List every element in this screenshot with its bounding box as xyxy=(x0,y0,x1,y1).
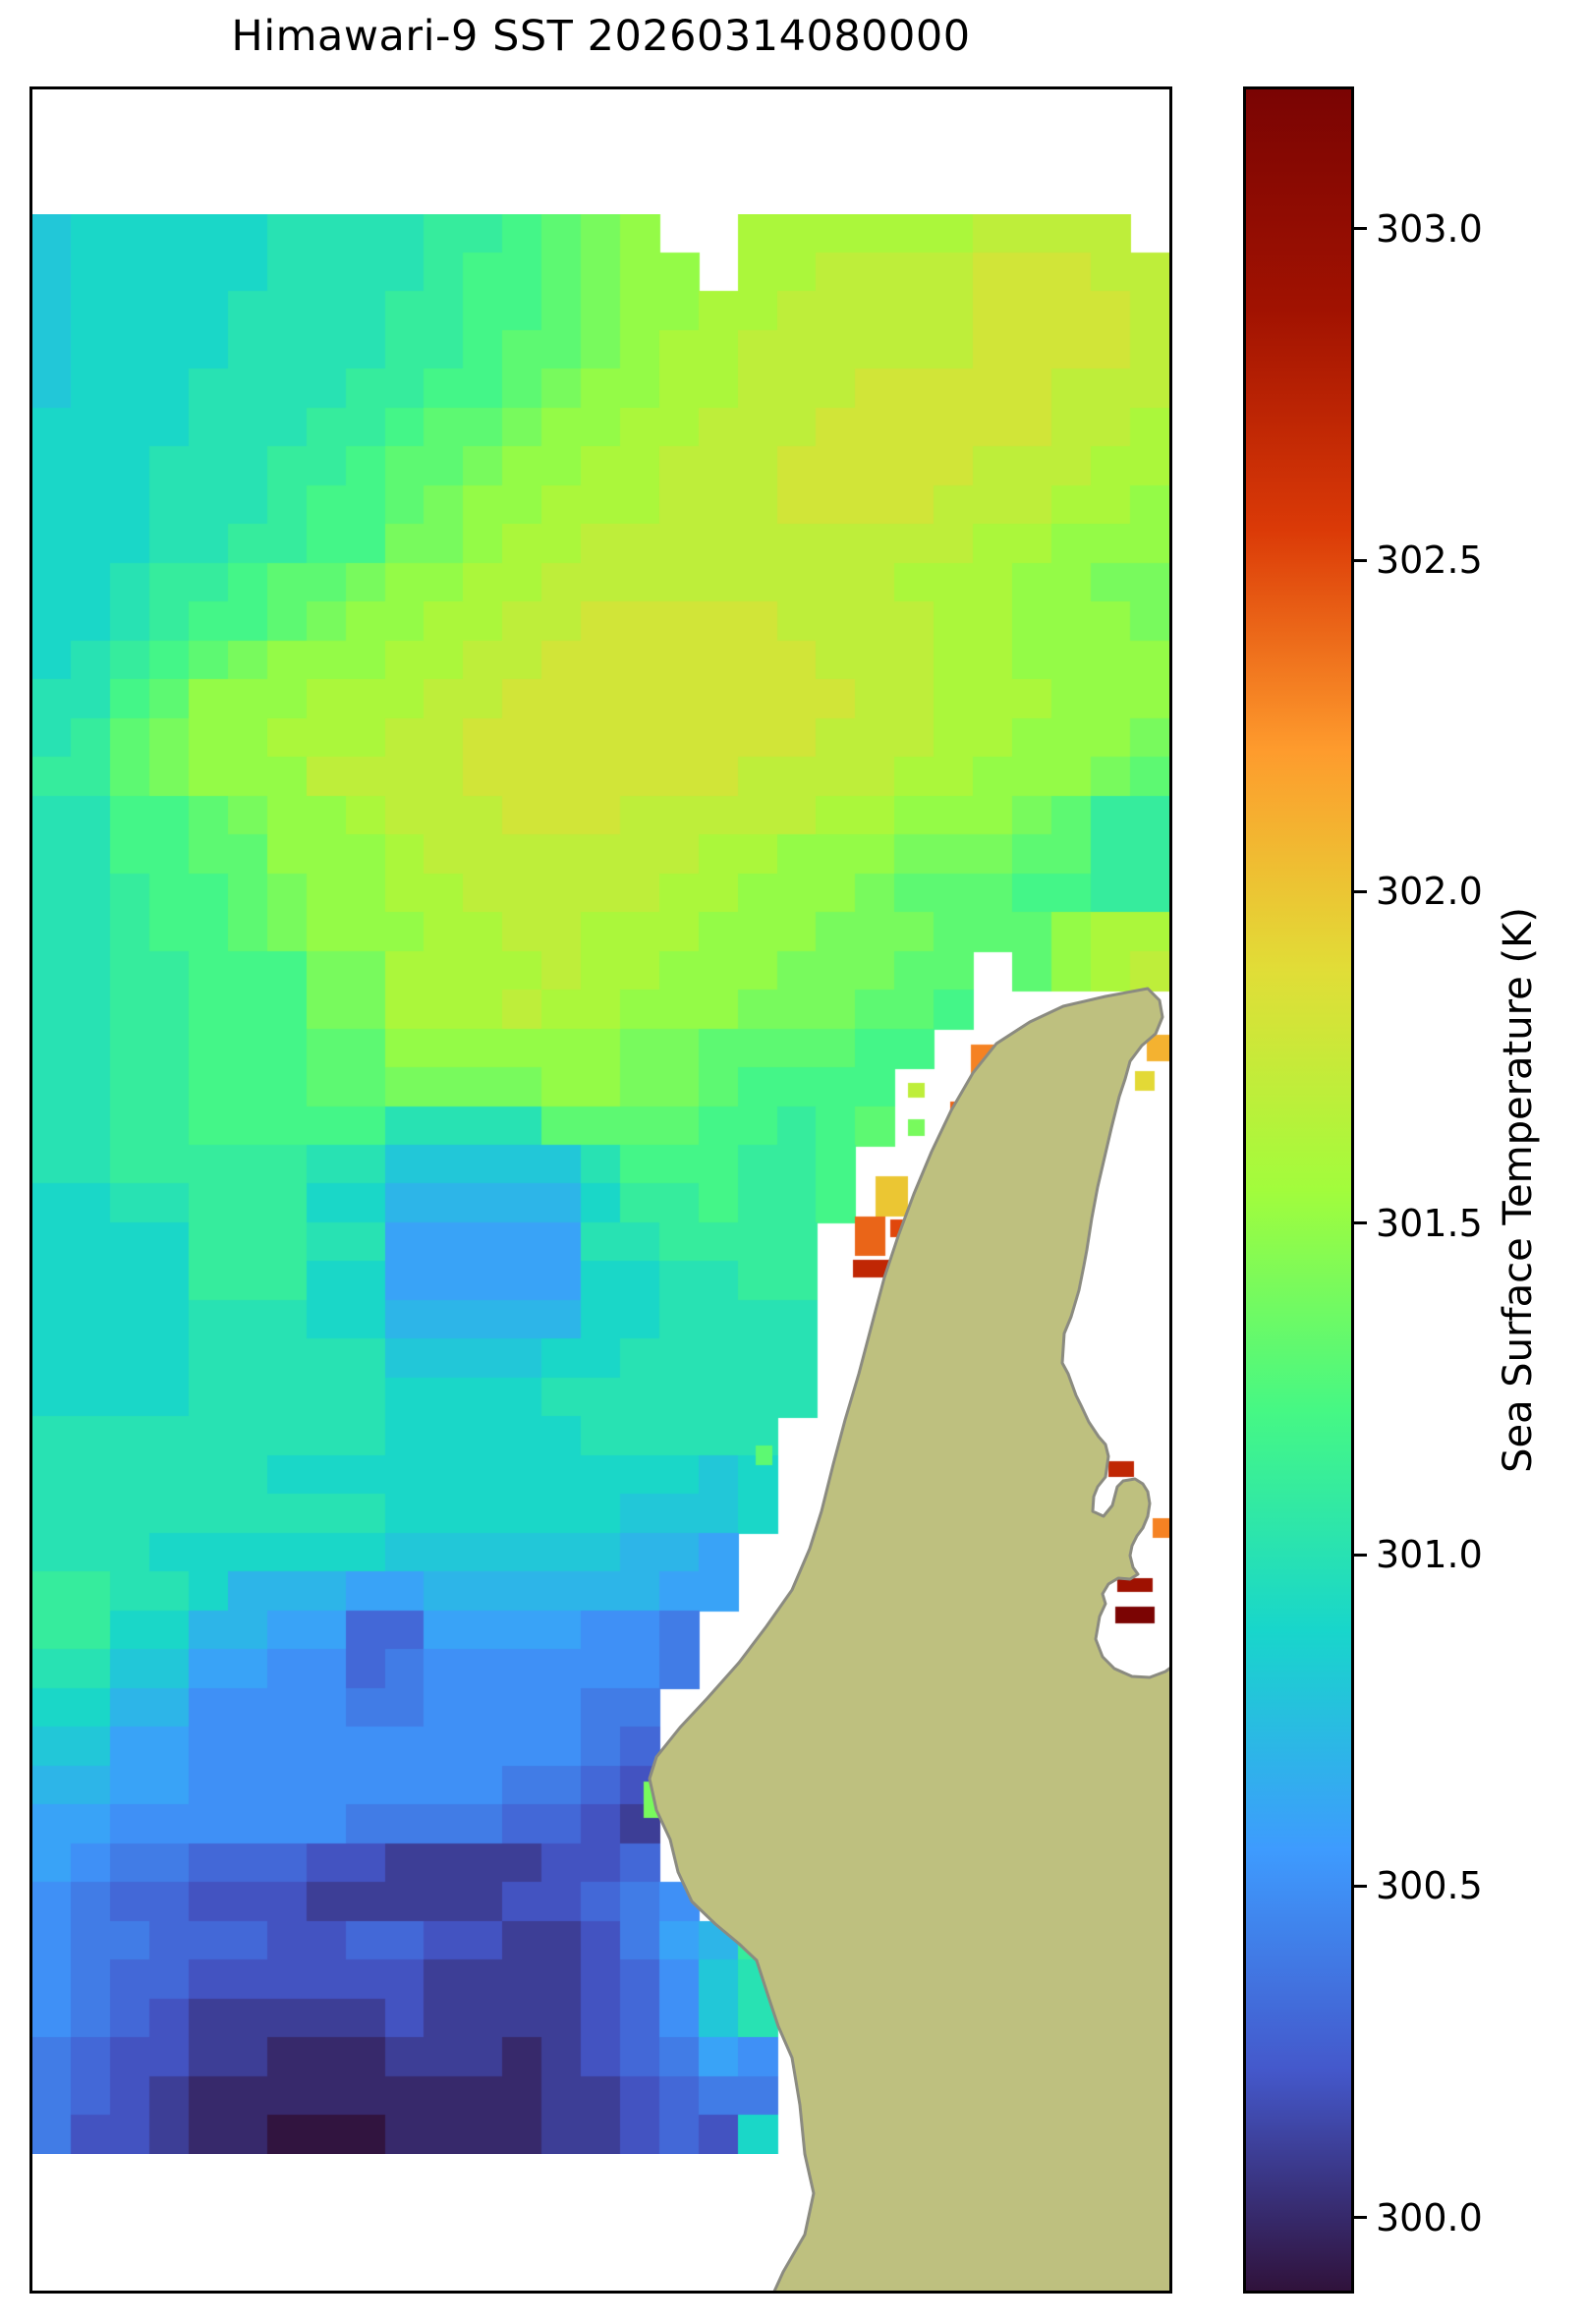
colorbar-tick-mark xyxy=(1354,1553,1367,1557)
colorbar-tick-mark xyxy=(1354,558,1367,562)
colorbar-tick-mark xyxy=(1354,889,1367,893)
colorbar-tick-label: 301.0 xyxy=(1376,1533,1483,1577)
colorbar-tick-label: 300.5 xyxy=(1376,1864,1483,1908)
colorbar-label: Sea Surface Temperature (K) xyxy=(1496,907,1541,1473)
colorbar-gradient xyxy=(1246,89,1351,2291)
sst-heatmap-canvas xyxy=(32,214,1169,2154)
colorbar-tick-label: 303.0 xyxy=(1376,206,1483,251)
colorbar-tick-mark xyxy=(1354,1221,1367,1225)
colorbar-tick-mark xyxy=(1354,1884,1367,1888)
colorbar xyxy=(1243,86,1354,2294)
colorbar-tick-label: 301.5 xyxy=(1376,1201,1483,1245)
colorbar-tick-mark xyxy=(1354,2216,1367,2220)
colorbar-tick-label: 302.0 xyxy=(1376,870,1483,914)
map-axes xyxy=(29,86,1172,2294)
page-title: Himawari-9 SST 20260314080000 xyxy=(231,12,971,61)
colorbar-tick-label: 302.5 xyxy=(1376,538,1483,583)
colorbar-tick-mark xyxy=(1354,227,1367,231)
colorbar-tick-label: 300.0 xyxy=(1376,2195,1483,2239)
